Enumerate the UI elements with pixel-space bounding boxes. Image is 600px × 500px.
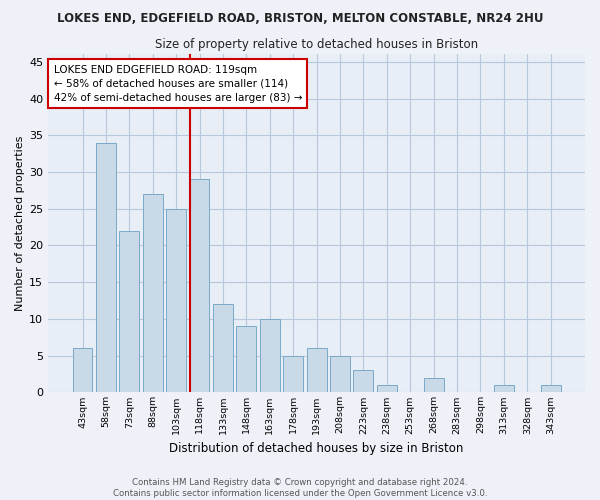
Bar <box>96 142 116 392</box>
X-axis label: Distribution of detached houses by size in Briston: Distribution of detached houses by size … <box>169 442 464 455</box>
Text: LOKES END, EDGEFIELD ROAD, BRISTON, MELTON CONSTABLE, NR24 2HU: LOKES END, EDGEFIELD ROAD, BRISTON, MELT… <box>57 12 543 26</box>
Text: LOKES END EDGEFIELD ROAD: 119sqm
← 58% of detached houses are smaller (114)
42% : LOKES END EDGEFIELD ROAD: 119sqm ← 58% o… <box>53 64 302 102</box>
Bar <box>330 356 350 393</box>
Bar <box>494 385 514 392</box>
Title: Size of property relative to detached houses in Briston: Size of property relative to detached ho… <box>155 38 478 51</box>
Bar <box>236 326 256 392</box>
Bar <box>541 385 560 392</box>
Bar <box>377 385 397 392</box>
Y-axis label: Number of detached properties: Number of detached properties <box>15 136 25 311</box>
Bar <box>166 208 186 392</box>
Bar <box>119 231 139 392</box>
Bar <box>190 180 209 392</box>
Bar <box>307 348 326 393</box>
Bar <box>283 356 303 393</box>
Bar <box>260 319 280 392</box>
Bar <box>73 348 92 393</box>
Bar <box>143 194 163 392</box>
Text: Contains HM Land Registry data © Crown copyright and database right 2024.
Contai: Contains HM Land Registry data © Crown c… <box>113 478 487 498</box>
Bar <box>213 304 233 392</box>
Bar <box>353 370 373 392</box>
Bar <box>424 378 443 392</box>
